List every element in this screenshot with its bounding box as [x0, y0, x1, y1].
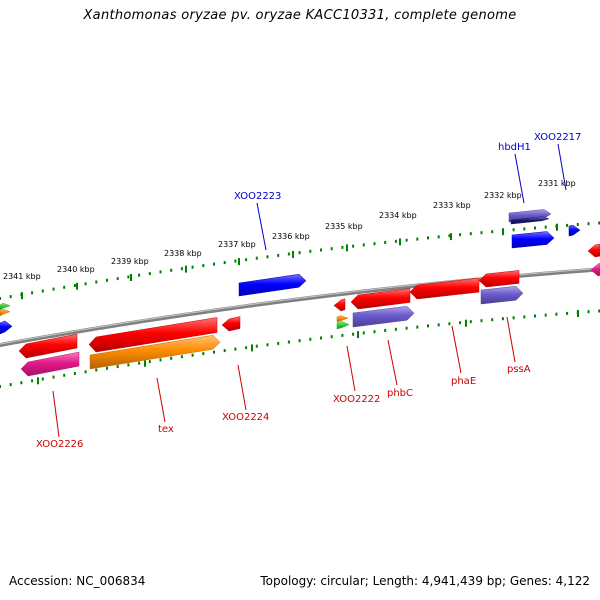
- gene-label: pssA: [507, 364, 531, 375]
- gene-label: XOO2217: [534, 132, 581, 143]
- cds-green-left: [0, 302, 11, 311]
- accession-text: Accession: NC_006834: [9, 574, 146, 588]
- scale-tick-label: 2333 kbp: [433, 201, 471, 210]
- cds-magenta-right: [590, 263, 600, 277]
- gene-label: XOO2226: [36, 439, 83, 450]
- leader-line: [506, 316, 516, 363]
- cds-blue-2: [511, 231, 555, 249]
- cds-xoo2224: [221, 316, 241, 332]
- gene-label: XOO2222: [333, 394, 380, 405]
- leader-line: [387, 339, 398, 386]
- topology-text: Topology: circular; Length: 4,941,439 bp…: [260, 574, 590, 588]
- cds-orange-left: [0, 308, 11, 317]
- labels: 2341 kbp 2340 kbp 2339 kbp 2338 kbp 2337 kbp…: [3, 132, 581, 450]
- leader-line: [557, 143, 567, 191]
- outer-scale-ticks: [0, 221, 600, 300]
- inner-scale-ticks: [0, 309, 600, 388]
- leader-line: [514, 153, 525, 204]
- cds-xoo2223: [238, 273, 307, 297]
- gene-label: hbdH1: [498, 142, 531, 153]
- leader-line: [256, 202, 267, 251]
- leader-line: [237, 364, 247, 411]
- scale-tick-label: 2337 kbp: [218, 240, 256, 249]
- leader-line: [52, 390, 60, 438]
- cds-phbc-purple: [352, 305, 415, 328]
- cds-hbdh1: [508, 209, 552, 223]
- scale-tick-label: 2334 kbp: [379, 211, 417, 220]
- gene-label: XOO2224: [222, 412, 269, 423]
- cds-xoo2222-green: [336, 321, 350, 330]
- scale-tick-label: 2335 kbp: [325, 222, 363, 231]
- label-leader-lines: [52, 143, 567, 438]
- gene-label: phbC: [387, 388, 413, 399]
- cds-xoo2222-orange: [336, 315, 349, 323]
- cds-hbdh1-inner: [510, 216, 550, 225]
- cds-xoo2222: [333, 298, 346, 312]
- gene-label: phaE: [451, 376, 476, 387]
- cds-tex-orange: [89, 334, 221, 370]
- cds-xoo2226: [18, 333, 78, 359]
- scale-tick-label: 2340 kbp: [57, 265, 95, 274]
- cds-xoo2226-pink: [20, 351, 80, 377]
- cds-tex-red: [88, 317, 218, 353]
- cds-pssa-red: [478, 270, 520, 288]
- cds-red-right: [587, 243, 600, 258]
- cds-pssa-purple: [480, 285, 524, 305]
- cds-phae: [409, 277, 480, 300]
- cds-xoo2217: [568, 224, 581, 237]
- gene-label: XOO2223: [234, 191, 281, 202]
- scale-tick-label: 2331 kbp: [538, 179, 576, 188]
- scale-tick-label: 2336 kbp: [272, 232, 310, 241]
- gene-label: tex: [158, 424, 174, 435]
- map-title: Xanthomonas oryzae pv. oryzae KACC10331,…: [83, 8, 517, 23]
- gene-features: [0, 209, 600, 377]
- leader-line: [156, 377, 166, 423]
- scale-tick-label: 2339 kbp: [111, 257, 149, 266]
- scale-tick-label: 2332 kbp: [484, 191, 522, 200]
- scale-tick-label: 2338 kbp: [164, 249, 202, 258]
- cds-blue-left: [0, 320, 13, 335]
- cds-phbc-red: [350, 288, 411, 310]
- leader-line: [451, 325, 462, 374]
- leader-line: [346, 345, 356, 392]
- scale-tick-label: 2341 kbp: [3, 272, 41, 281]
